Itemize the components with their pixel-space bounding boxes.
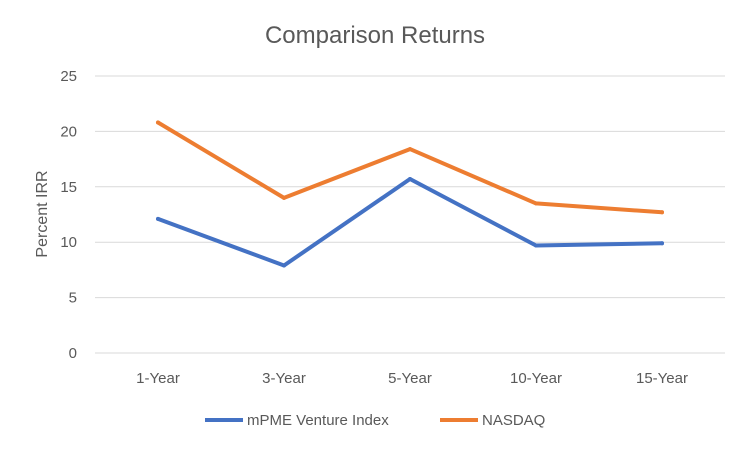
legend-label: NASDAQ <box>482 412 545 429</box>
y-tick-label: 20 <box>60 123 77 140</box>
y-axis-ticks: 0 5 10 15 20 25 <box>60 68 77 362</box>
series-line-1 <box>156 120 664 215</box>
y-axis-label: Percent IRR <box>34 170 51 257</box>
series-lines <box>156 120 664 268</box>
series-line-0 <box>156 177 664 268</box>
y-tick-label: 5 <box>69 290 77 307</box>
y-tick-label: 0 <box>69 345 77 362</box>
data-point <box>408 147 412 152</box>
data-point <box>282 195 286 200</box>
legend: mPME Venture Index NASDAQ <box>205 412 545 429</box>
x-axis-ticks: 1-Year 3-Year 5-Year 10-Year 15-Year <box>136 370 688 387</box>
data-point <box>282 263 286 268</box>
x-tick-label: 3-Year <box>262 370 306 387</box>
data-point <box>534 243 538 248</box>
data-point <box>660 241 664 246</box>
x-tick-label: 10-Year <box>510 370 562 387</box>
chart-title: Comparison Returns <box>265 22 485 49</box>
y-tick-label: 15 <box>60 179 77 196</box>
y-tick-label: 25 <box>60 68 77 85</box>
x-tick-label: 15-Year <box>636 370 688 387</box>
data-point <box>408 177 412 182</box>
y-tick-label: 10 <box>60 234 77 251</box>
data-point <box>156 120 160 125</box>
data-point <box>660 210 664 215</box>
x-tick-label: 1-Year <box>136 370 180 387</box>
legend-label: mPME Venture Index <box>247 412 389 429</box>
data-point <box>534 201 538 206</box>
x-tick-label: 5-Year <box>388 370 432 387</box>
gridlines <box>95 75 725 354</box>
data-point <box>156 216 160 221</box>
